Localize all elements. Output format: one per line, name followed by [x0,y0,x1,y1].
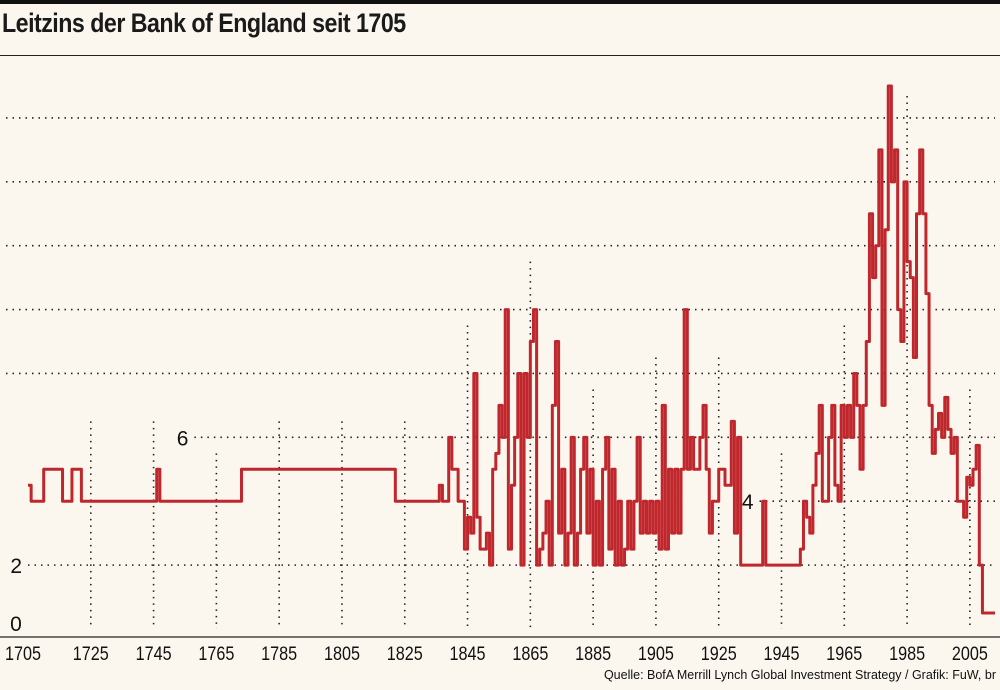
x-tick-label-1865: 1865 [512,644,548,665]
x-tick-label-1765: 1765 [198,644,234,665]
x-tick-label-1825: 1825 [387,644,423,665]
y-axis-labels: 2468101214160 [0,172,754,636]
source-note: Quelle: BofA Merrill Lynch Global Invest… [603,668,996,682]
x-tick-label-1705: 1705 [5,644,41,665]
grid-lines [6,96,995,629]
x-tick-label-1905: 1905 [638,644,674,665]
x-tick-label-2005: 2005 [952,644,988,665]
title-rule [0,55,1000,56]
x-tick-label-1945: 1945 [764,644,800,665]
x-tick-label-1965: 1965 [826,644,862,665]
x-tick-label-1845: 1845 [450,644,486,665]
chart-title: Leitzins der Bank of England seit 1705 [2,8,406,38]
x-tick-label-1785: 1785 [261,644,297,665]
x-axis-labels: 1705 1725 1745 1765 1785 1805 1825 1845 1865 1885… [5,644,988,665]
x-tick-label-1925: 1925 [701,644,737,665]
top-bar [0,0,1000,4]
y-tick-label-4: 4 [742,491,754,514]
x-tick-label-1805: 1805 [324,644,360,665]
x-tick-label-1885: 1885 [575,644,611,665]
y-tick-label-2: 2 [10,555,22,578]
y-tick-label-6: 6 [177,427,189,450]
y-tick-label-0: 0 [10,613,22,636]
series-line-bank-rate [28,84,995,615]
x-tick-label-1725: 1725 [73,644,109,665]
x-tick-label-1745: 1745 [136,644,172,665]
x-tick-label-1985: 1985 [889,644,925,665]
